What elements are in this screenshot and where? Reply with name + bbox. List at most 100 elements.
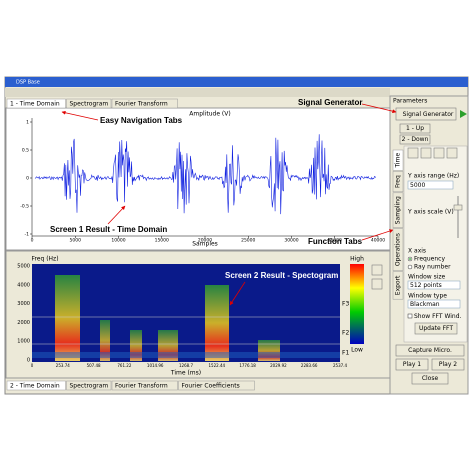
y-tick-label: 1: [26, 120, 29, 126]
annotation-arrow: [61, 110, 99, 121]
play2-button[interactable]: [431, 358, 465, 371]
spectrogram-bursts: [32, 275, 340, 361]
y-tick-label: 2000: [17, 320, 30, 326]
tab[interactable]: [66, 380, 112, 391]
button-label: 2 - Down: [402, 136, 429, 143]
radio-label: Frequency: [414, 256, 445, 263]
tab[interactable]: [111, 380, 178, 391]
side-tab[interactable]: [392, 228, 404, 271]
button-label: Play 2: [439, 361, 457, 368]
field-label: X axis: [408, 248, 426, 255]
side-tab-label: Operations: [395, 233, 402, 266]
play1-button[interactable]: [395, 358, 429, 371]
x-tick-label: 0: [31, 238, 34, 244]
icon-button[interactable]: [407, 147, 419, 159]
x-tick-label: 5000: [70, 238, 82, 244]
x-tick-label: 10000: [111, 238, 125, 244]
button-label: 1 - Up: [406, 125, 424, 132]
formant-label: F2: [342, 330, 349, 337]
capture-button[interactable]: [395, 344, 465, 357]
update-fft-button[interactable]: [414, 322, 458, 335]
annotation: Signal Generator: [298, 98, 362, 107]
icon-button[interactable]: [371, 278, 383, 290]
x-tick-label: 2283.66: [301, 363, 318, 368]
side-tab[interactable]: [392, 171, 404, 193]
icon-button[interactable]: [446, 147, 458, 159]
formant-label: F3: [342, 301, 349, 308]
radio-dot: [409, 258, 411, 260]
checkbox-label: Show FFT Wind.: [414, 313, 462, 320]
close-button[interactable]: [411, 372, 449, 385]
tab[interactable]: [66, 98, 112, 109]
x-tick-label: 1268.7: [179, 363, 193, 368]
x-tick-label: 40000: [371, 238, 385, 244]
y-tick-label: 3000: [17, 301, 30, 307]
side-tab-label: Freq: [395, 175, 402, 188]
dropdown-value: 5000: [410, 182, 425, 189]
x-tick-label: 761.22: [117, 363, 131, 368]
tab[interactable]: [6, 98, 66, 109]
x-tick-label: 20000: [198, 238, 212, 244]
dropdown-value: 512 points: [410, 282, 442, 289]
window-title: DSP Base: [16, 80, 40, 86]
colorbar: [350, 264, 364, 344]
side-tab[interactable]: [392, 271, 404, 300]
x-tick-label: 2029.92: [270, 363, 287, 368]
tab-label: Spectrogram: [70, 382, 109, 389]
window-size-dropdown[interactable]: [407, 280, 461, 290]
signal-generator-button[interactable]: [395, 107, 457, 121]
annotation-arrow: [107, 205, 126, 225]
tab[interactable]: [111, 98, 178, 109]
y-tick-label: 0: [27, 358, 30, 364]
x-tick-label: 25000: [241, 238, 255, 244]
radio[interactable]: [407, 264, 413, 270]
tab-label: Fourier Transform: [115, 100, 168, 107]
y-tick-label: 0: [26, 176, 29, 182]
window-type-dropdown[interactable]: [407, 299, 461, 309]
annotation-arrow: [361, 103, 397, 114]
tab-content: [403, 145, 468, 343]
checkbox[interactable]: [407, 313, 413, 319]
annotation: Screen 2 Result - Spectogram: [225, 271, 338, 280]
side-tab-label: Time: [395, 153, 402, 169]
x-axis-label: Samples: [192, 241, 218, 248]
field-label: Window size: [408, 274, 446, 281]
slider-thumb[interactable]: [453, 204, 463, 211]
up-button[interactable]: [399, 123, 431, 134]
tab[interactable]: [178, 380, 255, 391]
x-tick-label: 0: [31, 363, 34, 368]
y-range-dropdown[interactable]: [407, 180, 454, 190]
play-arrow[interactable]: [460, 110, 467, 118]
x-tick-label: 15000: [155, 238, 169, 244]
y-tick-label: -0.5: [20, 204, 29, 210]
icon-button[interactable]: [420, 147, 432, 159]
button-label: Capture Micro.: [408, 347, 452, 354]
annotation-arrow: [229, 281, 246, 306]
x-tick-label: 253.74: [56, 363, 70, 368]
tab[interactable]: [6, 380, 66, 391]
top-header: [5, 88, 390, 97]
y-axis-label: Freq (Hz): [31, 256, 58, 263]
x-axis-label: Time (ms): [170, 370, 201, 377]
annotation-arrow: [361, 229, 394, 241]
field-label: Y axis scale (V): [407, 209, 454, 216]
waveform: [34, 134, 377, 215]
icon-button[interactable]: [371, 264, 383, 276]
spectrogram-image: [32, 264, 340, 362]
side-tab-label: Sampling: [395, 196, 402, 224]
plot-title: Amplitude (V): [189, 111, 230, 118]
radio-label: Ray number: [414, 264, 451, 271]
icon-button[interactable]: [433, 147, 445, 159]
side-tab[interactable]: [392, 192, 404, 228]
x-tick-label: 1014.96: [147, 363, 164, 368]
tab-label: Fourier Coefficients: [182, 382, 240, 389]
x-tick-label: 1776.18: [239, 363, 256, 368]
field-label: Y axis range (Hz): [407, 173, 459, 180]
down-button[interactable]: [399, 134, 431, 145]
button-label: Close: [422, 375, 439, 382]
tab-label: 1 - Time Domain: [10, 100, 60, 107]
field-label: Window type: [408, 293, 447, 300]
side-tab[interactable]: [392, 149, 404, 171]
button-label: Signal Generator: [403, 111, 454, 118]
tab-label: Fourier Transform: [115, 382, 168, 389]
